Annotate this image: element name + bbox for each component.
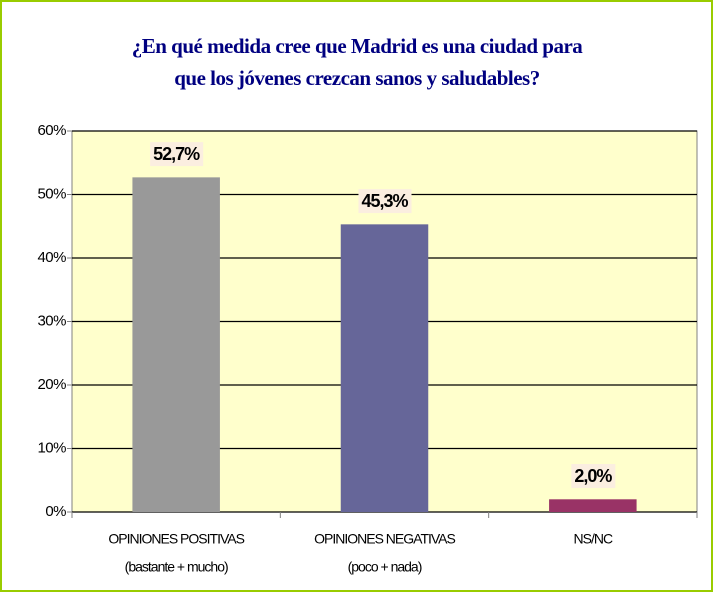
y-tick-label: 60% bbox=[37, 122, 66, 139]
x-tick-label: OPINIONES NEGATIVAS bbox=[314, 531, 455, 547]
value-label-bg bbox=[358, 189, 412, 214]
x-tick-label: OPINIONES POSITIVAS bbox=[108, 531, 244, 547]
value-label: 2,0% bbox=[574, 466, 612, 486]
value-label: 45,3% bbox=[361, 191, 408, 211]
y-tick-label: 10% bbox=[37, 439, 66, 456]
value-label-bg bbox=[571, 464, 616, 489]
x-tick-label: (poco + nada) bbox=[348, 559, 422, 575]
value-label-bg bbox=[150, 142, 204, 167]
x-tick-label: (bastante + mucho) bbox=[125, 559, 228, 575]
chart-title: que los jóvenes crezcan sanos y saludabl… bbox=[174, 66, 539, 90]
chart-title: ¿En qué medida cree que Madrid es una ci… bbox=[132, 34, 584, 58]
value-label: 52,7% bbox=[153, 144, 200, 164]
y-tick-label: 50% bbox=[37, 185, 66, 202]
y-tick-label: 30% bbox=[37, 312, 66, 329]
x-tick-label: NS/NC bbox=[574, 531, 613, 547]
bar bbox=[340, 224, 429, 512]
bar bbox=[132, 177, 220, 513]
bar bbox=[549, 499, 637, 512]
y-tick-label: 40% bbox=[37, 249, 66, 266]
y-tick-label: 20% bbox=[37, 376, 66, 393]
y-tick-label: 0% bbox=[45, 503, 66, 520]
